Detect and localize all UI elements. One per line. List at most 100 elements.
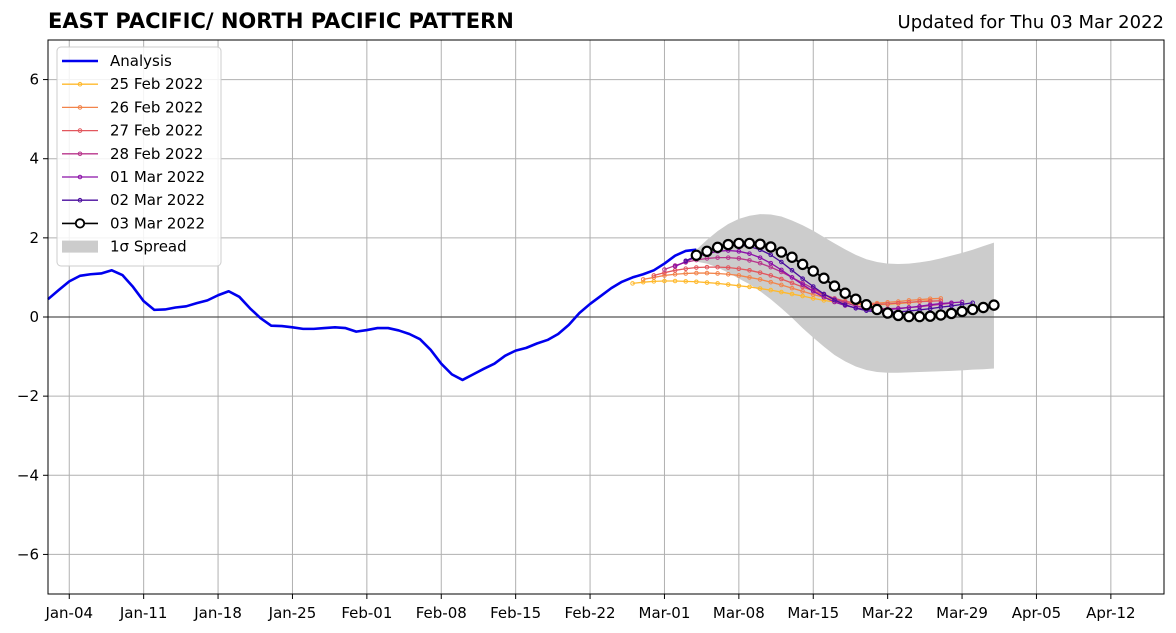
data-point xyxy=(736,266,742,272)
x-tick-label: Mar-29 xyxy=(936,604,988,622)
y-tick-label: 4 xyxy=(29,150,39,168)
data-point xyxy=(871,303,883,316)
data-point xyxy=(672,264,678,269)
x-tick-label: Feb-22 xyxy=(565,604,616,622)
data-point xyxy=(683,279,689,284)
series-0 xyxy=(47,248,697,382)
data-point xyxy=(736,256,742,261)
data-point xyxy=(736,249,742,254)
data-point xyxy=(779,259,784,265)
x-tick-label: Feb-15 xyxy=(490,604,541,622)
data-point xyxy=(924,310,936,322)
data-point xyxy=(821,291,827,297)
legend-label: 25 Feb 2022 xyxy=(110,75,203,93)
data-point xyxy=(683,266,689,272)
legend-marker xyxy=(77,197,83,203)
x-tick-label: Apr-05 xyxy=(1012,604,1062,622)
data-point xyxy=(747,268,752,273)
legend-label: Analysis xyxy=(110,52,172,70)
data-point xyxy=(743,237,756,250)
data-point xyxy=(683,258,689,264)
data-point xyxy=(736,283,742,289)
data-point xyxy=(630,281,635,286)
data-point xyxy=(818,272,830,284)
data-point xyxy=(853,305,859,311)
data-point xyxy=(757,270,763,275)
x-tick-label: Apr-12 xyxy=(1086,604,1136,622)
data-point xyxy=(754,238,766,250)
data-point xyxy=(966,303,979,316)
x-tick-label: Jan-04 xyxy=(44,604,93,622)
data-point xyxy=(672,278,678,284)
data-point xyxy=(917,299,922,304)
y-tick-label: 6 xyxy=(29,71,39,89)
data-point xyxy=(704,280,710,285)
legend-marker xyxy=(74,218,86,229)
data-point xyxy=(651,275,657,280)
data-point xyxy=(786,251,798,263)
data-point xyxy=(938,304,944,310)
data-point xyxy=(768,273,774,278)
x-tick-label: Mar-01 xyxy=(639,604,691,622)
data-point xyxy=(945,307,958,320)
x-tick-label: Jan-11 xyxy=(119,604,168,622)
data-point xyxy=(725,282,731,287)
data-point xyxy=(988,299,1000,311)
legend-label: 1σ Spread xyxy=(110,238,187,256)
x-tick-label: Jan-18 xyxy=(193,604,242,622)
legend-marker xyxy=(77,128,83,133)
data-point xyxy=(725,265,731,270)
x-tick-label: Mar-22 xyxy=(862,604,914,622)
data-point xyxy=(850,293,862,305)
chart-subtitle: Updated for Thu 03 Mar 2022 xyxy=(897,12,1164,33)
data-point xyxy=(800,276,805,281)
legend: Analysis 25 Feb 2022 26 Feb 2022 27 Feb 202… xyxy=(56,46,222,267)
legend-box xyxy=(56,46,222,267)
data-point xyxy=(715,281,720,286)
data-point xyxy=(683,271,689,276)
series-7 xyxy=(690,237,1000,323)
data-point xyxy=(828,280,841,292)
data-point xyxy=(779,289,784,295)
legend-label: 27 Feb 2022 xyxy=(110,122,203,140)
data-point xyxy=(913,310,926,323)
y-tick-label: 0 xyxy=(29,308,39,326)
data-point xyxy=(779,267,784,273)
data-point xyxy=(800,282,805,287)
data-point xyxy=(956,305,968,318)
data-point xyxy=(779,282,784,288)
data-point xyxy=(927,306,933,311)
data-point xyxy=(757,286,763,291)
legend-spread-swatch xyxy=(62,240,98,253)
data-point xyxy=(765,241,777,253)
data-point xyxy=(938,296,944,301)
data-point xyxy=(715,271,720,276)
data-point xyxy=(757,277,763,282)
data-point xyxy=(895,300,901,306)
data-point xyxy=(839,287,851,299)
data-point xyxy=(768,252,774,258)
x-tick-label: Feb-08 xyxy=(416,604,467,622)
data-point xyxy=(977,301,990,314)
data-point xyxy=(757,260,763,266)
data-point xyxy=(768,260,774,266)
data-point xyxy=(789,275,795,280)
data-point xyxy=(715,255,720,260)
data-point xyxy=(736,273,742,278)
legend-label: 26 Feb 2022 xyxy=(110,98,203,116)
data-point xyxy=(906,300,912,305)
legend-label: 28 Feb 2022 xyxy=(110,145,203,163)
y-tick-label: −4 xyxy=(17,466,39,484)
data-point xyxy=(800,288,805,294)
data-point xyxy=(768,279,774,285)
data-point xyxy=(747,251,752,256)
data-point xyxy=(640,279,646,285)
series-line xyxy=(653,266,941,305)
data-point xyxy=(789,280,795,286)
data-point xyxy=(662,278,667,284)
x-tick-label: Mar-15 xyxy=(787,604,839,622)
chart-title: EAST PACIFIC/ NORTH PACIFIC PATTERN xyxy=(48,9,514,33)
series-line xyxy=(674,249,963,311)
